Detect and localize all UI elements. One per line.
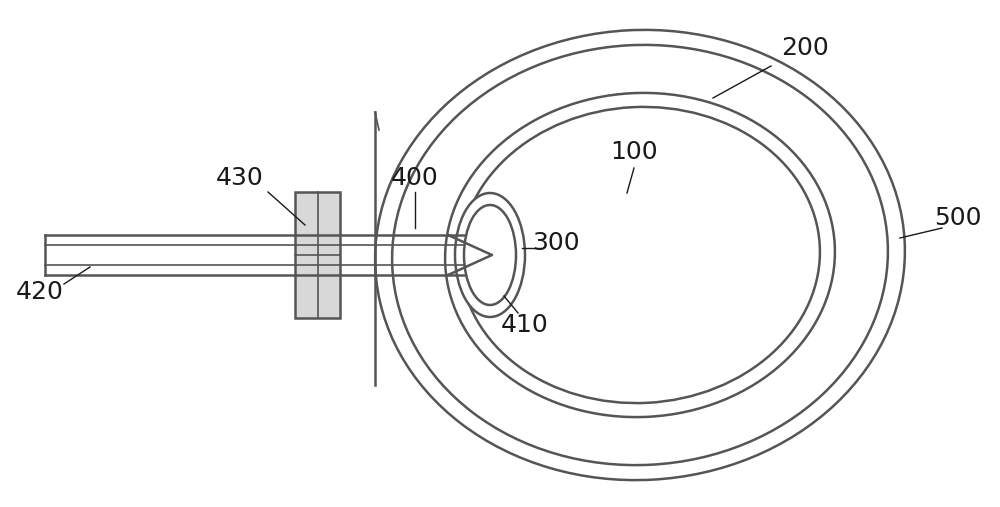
Text: 410: 410 <box>501 313 549 337</box>
Bar <box>295 192 340 318</box>
Text: 100: 100 <box>610 140 658 164</box>
Text: 400: 400 <box>391 166 439 190</box>
Text: 430: 430 <box>216 166 264 190</box>
Ellipse shape <box>455 193 525 317</box>
Text: 420: 420 <box>16 280 64 304</box>
Text: 200: 200 <box>781 36 829 60</box>
Ellipse shape <box>464 205 516 305</box>
Text: 500: 500 <box>934 206 982 230</box>
Text: 300: 300 <box>532 231 580 255</box>
